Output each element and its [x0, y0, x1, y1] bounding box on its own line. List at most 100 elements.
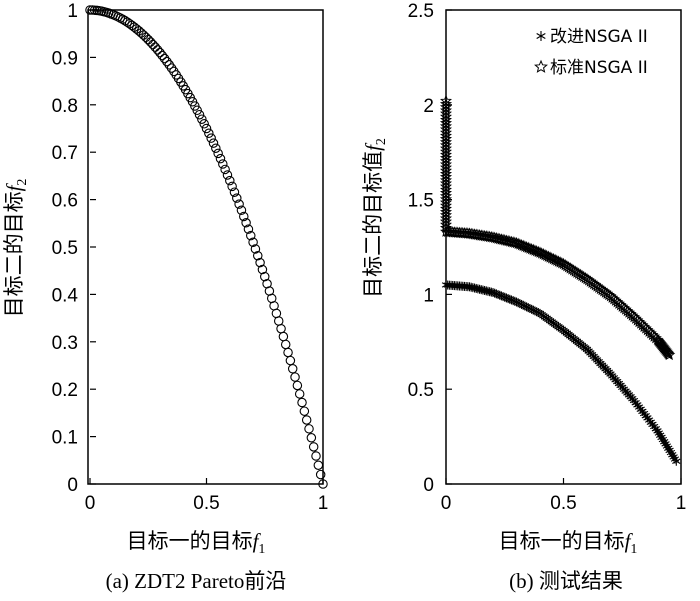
data-point [150, 42, 160, 52]
data-point [439, 94, 453, 107]
data-point [308, 442, 319, 452]
data-point [204, 128, 214, 139]
y-axis-label-a: 目标二的目标f2 [2, 179, 30, 318]
x-tick-label: 0.5 [550, 493, 576, 514]
data-point [315, 469, 326, 480]
data-point [159, 53, 170, 64]
y-axis-label-b: 目标二的目标值f2 [361, 138, 389, 298]
data-point [157, 50, 167, 61]
ticks-b: 0 0.5 1 0 0.5 1 1.5 2 2.5 [408, 1, 687, 514]
legend-item-improved: 改进NSGA II [536, 27, 648, 47]
series-curve-0 [85, 5, 328, 489]
data-point [306, 433, 317, 443]
y-tick-label: 0.8 [52, 96, 78, 117]
y-tick-label: 0.5 [408, 380, 434, 401]
data-point [218, 159, 228, 169]
data-point [440, 174, 452, 186]
data-point [311, 451, 321, 461]
panel-b: 0 0.5 1 0 0.5 1 1.5 2 2.5 改进NSGA II 标准NSGA II 目标… [361, 1, 686, 593]
data-point [148, 39, 158, 50]
y-tick-label: 0.3 [52, 333, 78, 354]
data-point [440, 120, 452, 132]
data-point [534, 59, 548, 73]
data-point [201, 123, 212, 134]
data-point [285, 355, 296, 366]
data-point [215, 153, 226, 164]
data-point [199, 119, 209, 129]
caption-b: (b) 测试结果 [509, 569, 623, 593]
data-point [440, 158, 452, 170]
data-point [197, 114, 207, 124]
y-tick-label: 0.5 [52, 238, 78, 259]
data-point [290, 372, 300, 382]
data-point [440, 196, 452, 208]
data-point [287, 364, 298, 374]
data-point [517, 239, 530, 252]
data-point [522, 241, 535, 254]
data-point [213, 148, 223, 159]
data-point [661, 346, 674, 359]
data-point [528, 244, 541, 256]
data-point [243, 224, 254, 234]
data-point [313, 460, 324, 470]
data-point [283, 347, 293, 358]
data-point [250, 244, 261, 254]
data-point [192, 105, 202, 116]
data-point [246, 230, 256, 241]
data-point [440, 113, 452, 126]
y-tick-label: 1.5 [408, 191, 434, 212]
data-point [236, 205, 247, 216]
y-tick-label: 2.5 [408, 1, 434, 22]
x-tick-label: 1 [676, 493, 687, 514]
legend-label-standard: 标准NSGA II [550, 58, 648, 78]
data-point [145, 37, 156, 47]
data-point [663, 348, 676, 361]
data-point [222, 170, 233, 180]
data-point [164, 60, 174, 70]
x-tick-label: 0 [85, 493, 96, 514]
data-point [527, 243, 540, 256]
series-named-1 [439, 94, 676, 361]
y-tick-label: 0 [67, 475, 78, 496]
legend-b: 改进NSGA II 标准NSGA II [534, 27, 648, 78]
data-point [440, 202, 452, 215]
data-point [278, 331, 289, 342]
data-point [440, 97, 452, 110]
data-point [304, 424, 314, 434]
series-named-0 [441, 280, 681, 466]
data-point [115, 13, 126, 23]
legend-label-improved: 改进NSGA II [550, 27, 648, 47]
plot-frame-a [87, 9, 324, 485]
data-point [162, 56, 172, 67]
data-point [194, 109, 205, 120]
panel-a: 0 0.5 1 0 0.1 0.2 0.3 0.4 0.5 0.6 0.7 0.8 0.9 1 目标一的目… [2, 1, 328, 593]
data-point [280, 339, 291, 350]
data-point [510, 236, 523, 249]
data-point [262, 279, 272, 289]
data-point [440, 129, 452, 142]
data-point [530, 245, 543, 257]
data-point [211, 143, 221, 153]
x-axis-label-b: 目标一的目标f1 [499, 529, 638, 557]
data-point [143, 34, 154, 45]
data-point [259, 271, 270, 282]
data-point [225, 175, 235, 186]
data-point [292, 380, 303, 391]
data-point [273, 316, 284, 326]
ticks-a: 0 0.5 1 0 0.1 0.2 0.3 0.4 0.5 0.6 0.7 0.8 0.9 1 [52, 1, 329, 514]
data-point [120, 15, 130, 26]
data-point [232, 193, 242, 203]
marks-b [439, 94, 681, 466]
data-point [257, 264, 268, 275]
data-point [440, 142, 452, 154]
y-tick-label: 0.1 [52, 428, 78, 449]
data-point [206, 133, 216, 143]
data-point [297, 397, 307, 408]
data-point [440, 189, 452, 202]
data-point [220, 164, 230, 175]
data-point [525, 242, 538, 255]
data-point [229, 187, 240, 197]
data-point [208, 138, 219, 148]
data-point [155, 47, 165, 58]
